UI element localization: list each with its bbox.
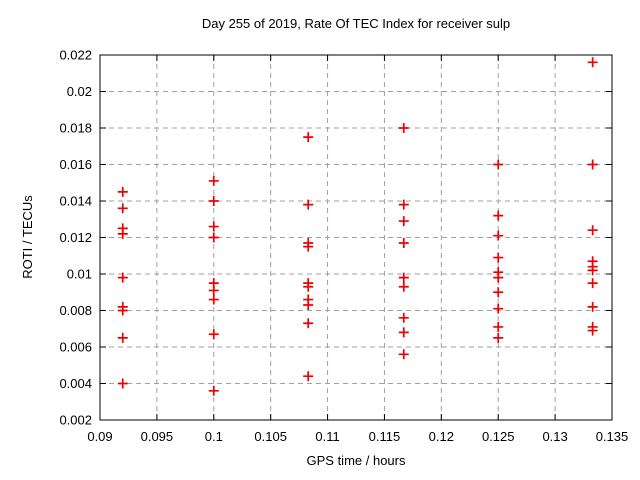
y-tick-label: 0.02 xyxy=(67,84,92,99)
data-point xyxy=(398,216,409,227)
data-point xyxy=(117,186,128,197)
data-point xyxy=(208,221,219,232)
data-point xyxy=(587,159,598,170)
data-point xyxy=(303,300,314,311)
data-point xyxy=(493,303,504,314)
data-point xyxy=(398,272,409,283)
y-tick-label: 0.022 xyxy=(59,48,92,63)
x-axis-label: GPS time / hours xyxy=(306,453,406,468)
y-tick-label: 0.014 xyxy=(59,194,92,209)
y-tick-label: 0.006 xyxy=(59,340,92,355)
data-point xyxy=(493,159,504,170)
y-tick-label: 0.01 xyxy=(67,267,92,282)
data-point xyxy=(208,385,219,396)
data-point xyxy=(493,287,504,298)
data-point xyxy=(493,252,504,263)
data-point xyxy=(303,281,314,292)
data-point xyxy=(493,332,504,343)
data-point xyxy=(208,232,219,243)
data-point xyxy=(493,230,504,241)
y-tick-label: 0.018 xyxy=(59,121,92,136)
data-point xyxy=(398,237,409,248)
data-point xyxy=(117,332,128,343)
data-point xyxy=(587,301,598,312)
data-point xyxy=(117,228,128,239)
data-point xyxy=(587,325,598,336)
data-point xyxy=(208,329,219,340)
x-tick-label: 0.1 xyxy=(205,429,223,444)
data-point xyxy=(208,196,219,206)
data-point xyxy=(117,203,128,214)
data-point xyxy=(398,199,409,210)
data-point xyxy=(303,318,314,329)
data-point xyxy=(117,272,128,283)
data-point xyxy=(587,225,598,236)
data-point xyxy=(117,378,128,389)
y-tick-label: 0.012 xyxy=(59,230,92,245)
y-tick-label: 0.008 xyxy=(59,303,92,318)
chart-title: Day 255 of 2019, Rate Of TEC Index for r… xyxy=(201,16,511,31)
x-tick-label: 0.12 xyxy=(429,429,454,444)
data-point xyxy=(303,132,314,143)
y-tick-label: 0.016 xyxy=(59,157,92,172)
data-point xyxy=(587,57,598,68)
data-point xyxy=(398,349,409,360)
y-tick-label: 0.002 xyxy=(59,413,92,428)
data-point xyxy=(587,278,598,289)
x-tick-label: 0.105 xyxy=(254,429,287,444)
data-point xyxy=(587,265,598,276)
data-point xyxy=(398,312,409,323)
data-point xyxy=(398,123,409,133)
x-tick-label: 0.095 xyxy=(141,429,174,444)
data-point xyxy=(117,305,128,316)
data-point xyxy=(303,241,314,252)
data-point xyxy=(493,321,504,332)
data-point xyxy=(493,272,504,283)
data-point xyxy=(303,371,314,382)
x-tick-label: 0.09 xyxy=(87,429,112,444)
x-tick-label: 0.135 xyxy=(596,429,629,444)
data-point xyxy=(493,210,504,221)
y-tick-label: 0.004 xyxy=(59,376,92,391)
data-point xyxy=(398,281,409,292)
data-point xyxy=(303,199,314,210)
x-tick-label: 0.11 xyxy=(315,429,339,444)
data-point xyxy=(208,294,219,305)
x-tick-label: 0.125 xyxy=(482,429,515,444)
data-point xyxy=(208,285,219,296)
x-tick-label: 0.13 xyxy=(542,429,567,444)
data-point xyxy=(398,327,409,338)
data-point xyxy=(208,175,219,186)
x-tick-label: 0.115 xyxy=(369,429,401,444)
